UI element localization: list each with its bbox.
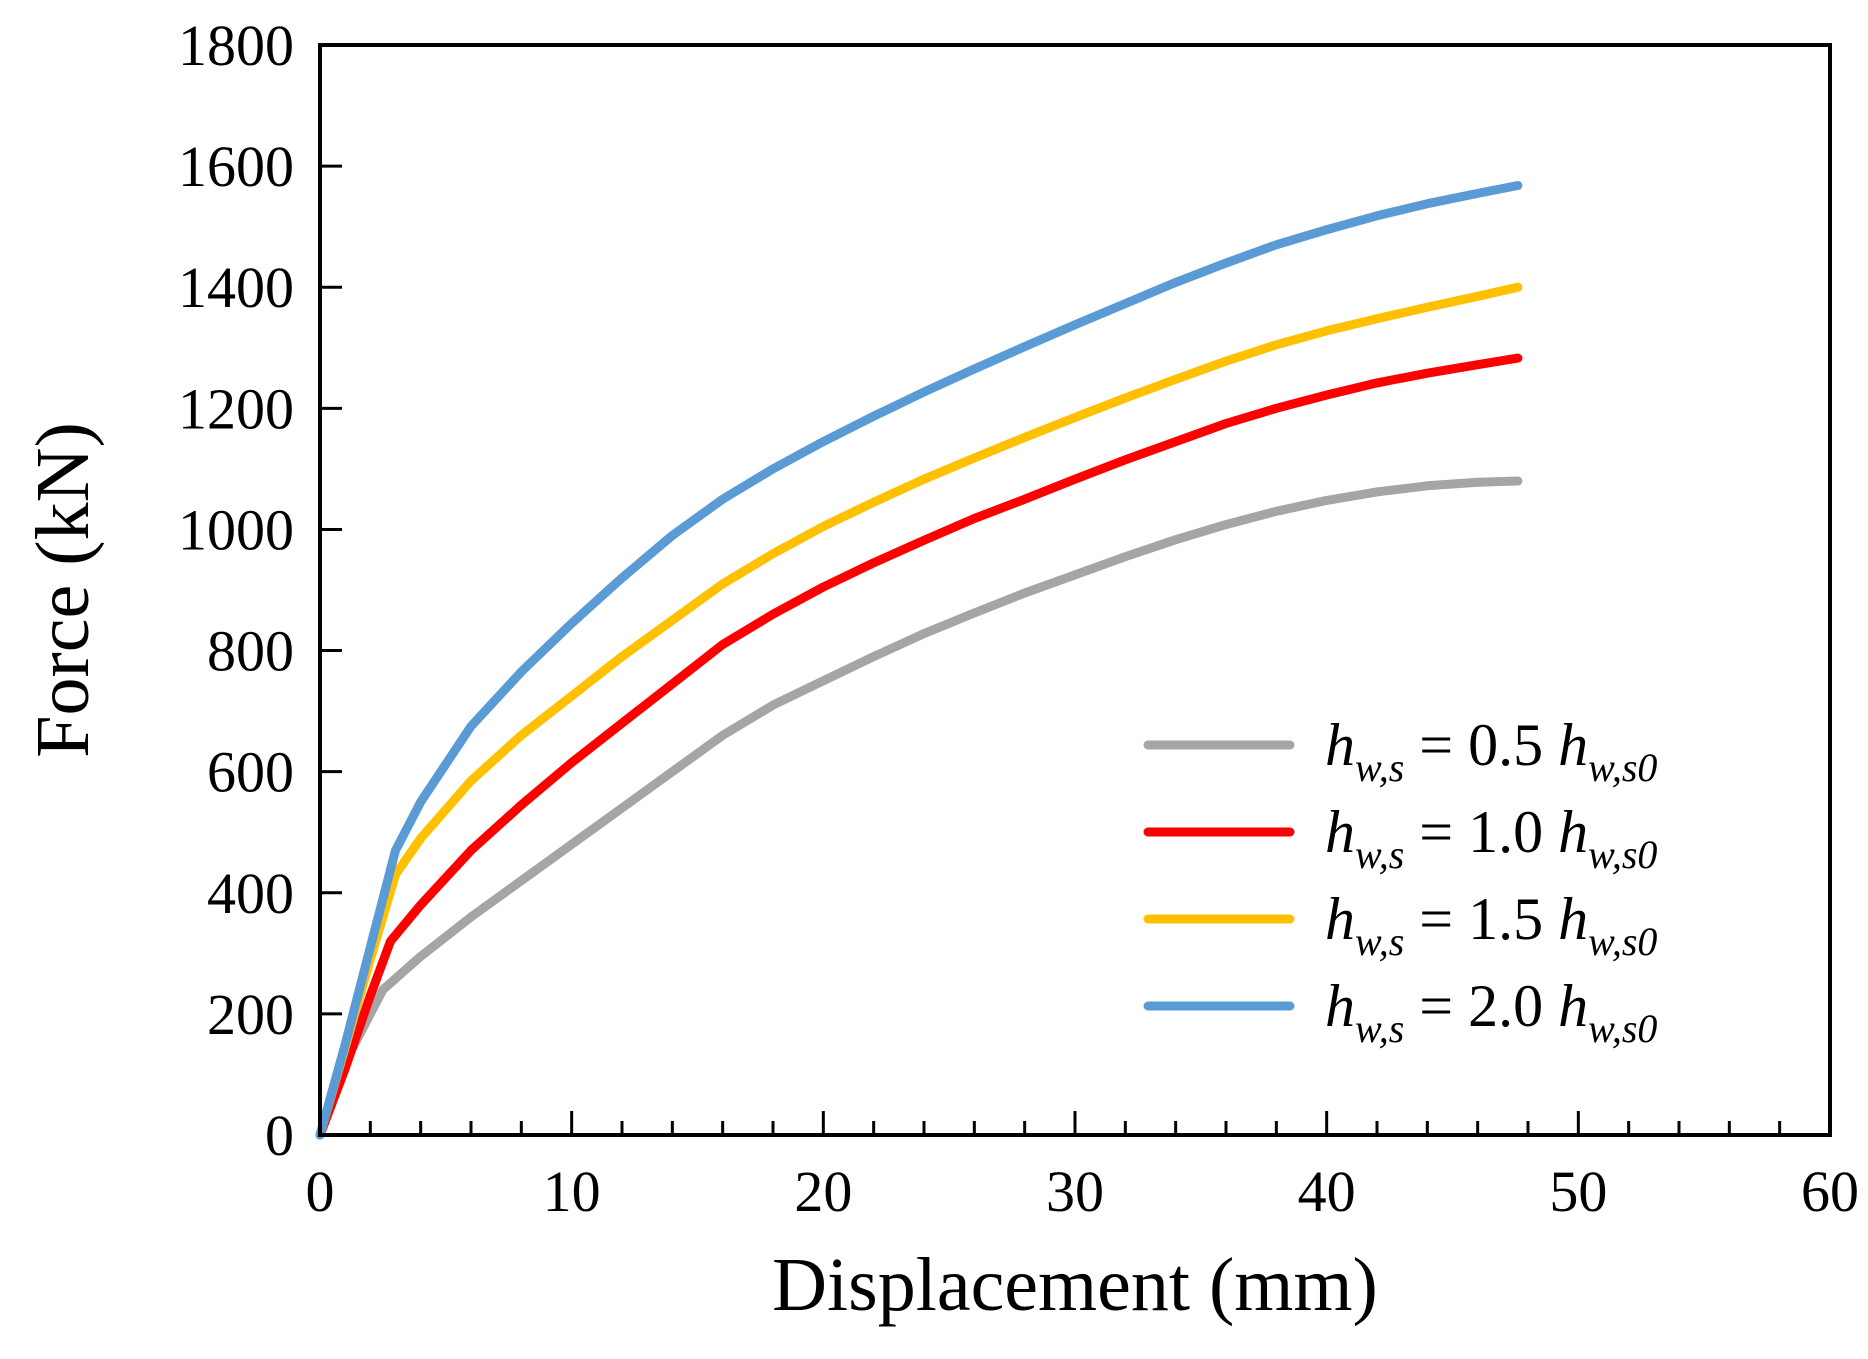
y-tick-label: 1400 [178, 255, 294, 320]
y-tick-label: 400 [207, 861, 294, 926]
x-tick-label: 40 [1298, 1159, 1356, 1224]
y-tick-label: 600 [207, 740, 294, 805]
series-layer [315, 181, 1523, 1140]
x-tick-label: 50 [1549, 1159, 1607, 1224]
x-tick-label: 60 [1801, 1159, 1859, 1224]
y-tick-label: 0 [265, 1103, 294, 1168]
y-axis-title: Force (kN) [21, 422, 105, 758]
tick-labels: 0 10 20 30 40 50 60020040060080010001200140016… [178, 13, 1859, 1224]
legend: hw,s = 0.5 hw,s0 hw,s = 1.0 hw,s0 hw,s = 1… [1143, 712, 1657, 1051]
legend-label-2: hw,s = 1.0 hw,s0 [1325, 799, 1657, 877]
x-tick-label: 0 [306, 1159, 335, 1224]
y-tick-label: 1800 [178, 13, 294, 78]
legend-label-3: hw,s = 1.5 hw,s0 [1325, 886, 1657, 964]
x-tick-label: 30 [1046, 1159, 1104, 1224]
x-tick-label: 20 [794, 1159, 852, 1224]
legend-label-1: hw,s = 0.5 hw,s0 [1325, 712, 1657, 790]
series-line-2 [315, 353, 1523, 1140]
y-tick-label: 200 [207, 982, 294, 1047]
y-tick-label: 1000 [178, 497, 294, 562]
ticks-layer [318, 164, 1832, 1135]
series-line-1 [315, 476, 1523, 1140]
y-tick-label: 1200 [178, 376, 294, 441]
y-tick-label: 800 [207, 619, 294, 684]
x-tick-label: 10 [543, 1159, 601, 1224]
series-line-4 [315, 181, 1523, 1140]
x-axis-title: Displacement (mm) [772, 1243, 1378, 1327]
legend-label-4: hw,s = 2.0 hw,s0 [1325, 973, 1657, 1051]
series-line-3 [315, 282, 1523, 1140]
y-tick-label: 1600 [178, 134, 294, 199]
